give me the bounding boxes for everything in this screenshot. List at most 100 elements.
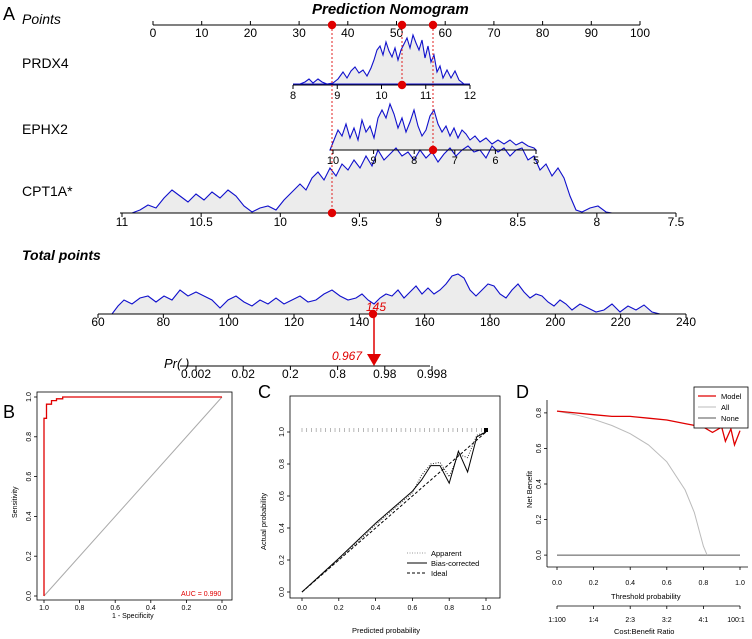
dca-ticks: 0.0 0.2 0.4 0.6 0.8 1.0 1:100 1:4 2:3 3:2 4:1 100:1… [536, 408, 745, 624]
density-cpt1a [120, 145, 613, 214]
prdx4-tick-label-2: 10 [375, 90, 387, 102]
cpt1a-tick-label-1: 10.5 [189, 215, 213, 229]
total-points-arrowhead [367, 354, 381, 366]
axis-total-points: 60 80 100 120 140 160 180 200 220 240 [91, 313, 696, 329]
cal-y-tick-label-4: 0.8 [279, 459, 286, 469]
prdx4-tick-label-3: 11 [420, 90, 431, 102]
panel-label-c: C [258, 382, 271, 402]
points-tick-label-1: 10 [195, 26, 209, 40]
roc-y-tick-label-1: 0.2 [26, 551, 33, 561]
dca-y-tick-label-0: 0.0 [536, 550, 543, 560]
points-ticks: 0 10 20 30 40 50 60 70 80 90 100 [150, 21, 650, 40]
dca-x-tick-label-0: 0.0 [552, 580, 562, 587]
points-marker-cpt1a [327, 20, 337, 30]
variable-label-prdx4: PRDX4 [22, 55, 69, 71]
panel-c: C 0.0 0.2 0.4 0.6 0.8 1.0 0.0 0.2 0.4 0.6 0.8 1.0 A… [258, 382, 501, 635]
roc-ticks: 1.0 0.8 0.6 0.4 0.2 0.0 0.0 0.2 0.4 0.6 0.8 1.0 [26, 392, 227, 612]
axis-prdx4: 8 9 10 11 12 [290, 84, 476, 102]
value-marker-ephx2 [428, 145, 438, 155]
cpt1a-tick-label-4: 9 [435, 215, 442, 229]
dca-y-tick-label-4: 0.8 [536, 408, 543, 418]
dca-legend: Model All None [693, 386, 749, 429]
total-points-tick-label-5: 160 [415, 315, 435, 329]
points-tick-label-3: 30 [292, 26, 306, 40]
points-tick-label-10: 100 [630, 26, 650, 40]
roc-x-tick-label-4: 0.2 [182, 605, 192, 612]
dca-y-tick-label-1: 0.2 [536, 515, 543, 525]
legend-all-label: All [721, 403, 730, 412]
axis-cpt1a: 11 10.5 10 9.5 9 8.5 8 7.5 [116, 212, 685, 229]
dca-x-tick-label-1: 0.2 [589, 580, 599, 587]
prdx4-ticks: 8 9 10 11 12 [290, 85, 476, 102]
dca-cost-tick-label-5: 100:1 [727, 617, 745, 624]
calibration-xlabel: Predicted probability [352, 626, 420, 635]
points-tick-label-7: 70 [487, 26, 501, 40]
cpt1a-tick-label-0: 11 [116, 215, 129, 229]
roc-y-tick-label-0: 0.0 [26, 591, 33, 601]
cal-y-tick-label-0: 0.0 [279, 587, 286, 597]
dca-cost-tick-label-0: 1:100 [548, 617, 566, 624]
probability-tick-label-5: 0.998 [417, 367, 447, 381]
calibration-rug [301, 428, 487, 432]
dca-cost-tick-label-1: 1:4 [589, 617, 599, 624]
roc-y-tick-label-2: 0.4 [26, 511, 33, 521]
ephx2-ticks: 10 9 8 7 6 5 [327, 150, 539, 167]
probability-tick-label-0: 0.002 [181, 367, 211, 381]
dca-model-line [556, 410, 741, 448]
points-tick-label-8: 80 [536, 26, 550, 40]
probability-tick-label-4: 0.98 [373, 367, 397, 381]
legend-model-label: Model [721, 392, 742, 401]
total-points-tick-label-3: 120 [284, 315, 304, 329]
cal-y-tick-label-5: 1.0 [279, 427, 286, 437]
probability-ticks: 0.002 0.02 0.2 0.8 0.98 0.998 [181, 366, 447, 381]
legend-none-label: None [721, 414, 739, 423]
cpt1a-tick-label-7: 7.5 [668, 215, 685, 229]
total-points-tick-label-0: 60 [91, 315, 105, 329]
points-tick-label-6: 60 [439, 26, 453, 40]
calibration-ideal-line [301, 431, 487, 593]
ephx2-tick-label-4: 6 [492, 155, 498, 167]
probability-value: 0.967 [332, 349, 363, 363]
density-total-points [98, 273, 670, 315]
dca-xlabel2: Cost:Benefit Ratio [614, 627, 674, 636]
points-tick-label-2: 20 [244, 26, 258, 40]
prdx4-tick-label-0: 8 [290, 90, 296, 102]
total-points-tick-label-1: 80 [157, 315, 171, 329]
dca-x-tick-label-4: 0.8 [699, 580, 709, 587]
legend-ideal-label: Ideal [431, 569, 448, 578]
roc-ylabel: Sensitivity [12, 486, 19, 518]
prdx4-tick-label-4: 12 [464, 90, 476, 102]
cal-x-tick-label-0: 0.0 [297, 605, 307, 612]
probability-tick-label-1: 0.02 [232, 367, 256, 381]
variable-label-ephx2: EPHX2 [22, 121, 68, 137]
cal-y-tick-label-2: 0.4 [279, 523, 286, 533]
points-marker-prdx4 [397, 20, 407, 30]
roc-x-tick-label-2: 0.6 [110, 605, 120, 612]
dca-all-line [556, 410, 708, 556]
roc-x-tick-label-0: 1.0 [39, 605, 49, 612]
variable-label-cpt1a: CPT1A* [22, 183, 73, 199]
cpt1a-tick-label-5: 8.5 [509, 215, 526, 229]
prdx4-tick-label-1: 9 [334, 90, 340, 102]
cal-x-tick-label-2: 0.4 [371, 605, 381, 612]
total-points-tick-label-7: 200 [545, 315, 565, 329]
points-tick-label-5: 50 [390, 26, 404, 40]
cal-x-tick-label-5: 1.0 [481, 605, 491, 612]
roc-x-tick-label-1: 0.8 [75, 605, 85, 612]
ephx2-tick-label-0: 10 [327, 155, 339, 167]
points-axis: 0 10 20 30 40 50 60 70 80 90 100 [150, 21, 650, 40]
points-tick-label-0: 0 [150, 26, 157, 40]
total-points-tick-label-6: 180 [480, 315, 500, 329]
total-points-marker [368, 309, 378, 319]
ephx2-tick-label-5: 5 [533, 155, 539, 167]
cal-y-tick-label-1: 0.2 [279, 555, 286, 565]
roc-curve [43, 396, 222, 596]
roc-x-tick-label-5: 0.0 [217, 605, 227, 612]
panel-label-d: D [516, 382, 529, 402]
panel-label-a: A [3, 4, 15, 24]
dca-x-tick-label-3: 0.6 [662, 580, 672, 587]
ephx2-tick-label-1: 9 [371, 155, 377, 167]
axis-probability: 0.002 0.02 0.2 0.8 0.98 0.998 [180, 365, 447, 381]
roc-diagonal [43, 396, 223, 597]
